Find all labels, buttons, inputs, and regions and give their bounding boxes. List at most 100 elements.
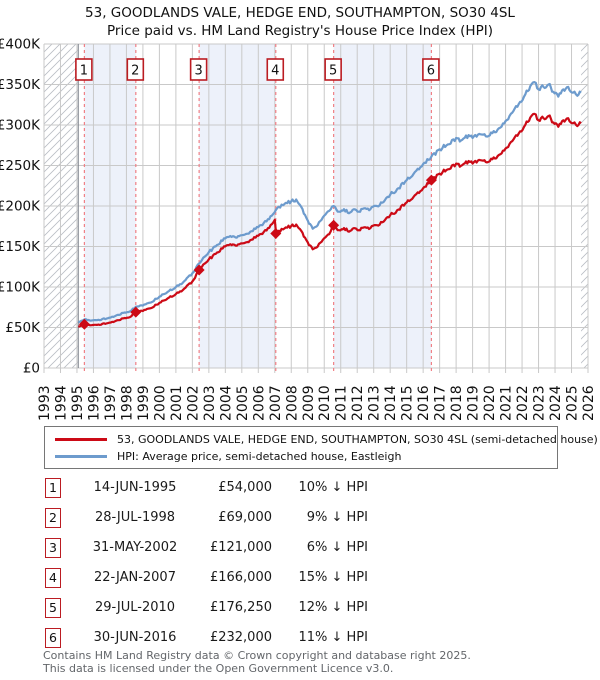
sale-date: 28-JUL-1998 [94, 510, 176, 525]
chart-legend: 53, GOODLANDS VALE, HEDGE END, SOUTHAMPT… [44, 426, 598, 469]
x-tick-label: 1996 [86, 385, 102, 421]
hpi-line [77, 81, 582, 324]
sale-number-badge: 1 [45, 478, 61, 498]
x-tick-label: 2000 [152, 385, 168, 421]
sale-point [78, 318, 90, 330]
sale-date: 30-JUN-2016 [93, 630, 177, 645]
sale-number-box [75, 58, 93, 81]
x-tick-label: 2001 [169, 385, 185, 421]
x-tick-label: 2006 [251, 385, 267, 421]
sale-number-badge: 5 [45, 598, 61, 618]
sale-number-label: 6 [427, 64, 435, 79]
sale-number-badge: 4 [45, 568, 61, 588]
sale-price: £166,000 [209, 570, 272, 585]
x-tick-label: 2026 [581, 385, 597, 421]
y-tick-label: £0 [23, 361, 40, 377]
x-tick-label: 2004 [218, 385, 234, 421]
y-tick-label: £100K [0, 280, 41, 296]
x-tick-label: 2003 [202, 385, 218, 421]
x-tick-label: 2025 [565, 385, 581, 421]
x-tick-label: 2012 [350, 385, 366, 421]
y-tick-label: £200K [0, 199, 41, 215]
x-tick-label: 1995 [70, 385, 86, 421]
x-tick-label: 1998 [119, 385, 135, 421]
x-tick-label: 2014 [383, 385, 399, 421]
legend-row-hpi: HPI: Average price, semi-detached house,… [55, 448, 557, 465]
x-tick-label: 2024 [548, 385, 564, 421]
sale-vs-hpi: 11% ↓ HPI [298, 630, 368, 645]
sale-point [193, 264, 205, 276]
y-tick-label: £50K [5, 320, 41, 336]
sale-number-badge: 2 [45, 508, 61, 528]
sale-number-badge: 6 [45, 628, 61, 648]
x-tick-label: 2002 [185, 385, 201, 421]
sale-vs-hpi: 9% ↓ HPI [306, 510, 368, 525]
x-tick-label: 2019 [466, 385, 482, 421]
sale-number-label: 1 [80, 64, 88, 79]
sale-vs-hpi: 10% ↓ HPI [298, 480, 368, 495]
y-tick-label: £300K [0, 118, 41, 134]
y-tick-label: £350K [0, 77, 41, 93]
sale-number-label: 5 [329, 64, 337, 79]
x-tick-label: 2008 [284, 385, 300, 421]
x-tick-label: 1993 [37, 385, 53, 421]
x-tick-label: 2013 [367, 385, 383, 421]
sale-vs-hpi: 15% ↓ HPI [298, 570, 368, 585]
x-tick-label: 2021 [499, 385, 515, 421]
footer-copyright: Contains HM Land Registry data © Crown c… [43, 649, 471, 662]
x-tick-label: 1999 [136, 385, 152, 421]
sale-number-box [324, 58, 342, 81]
price-line-swatch [55, 438, 107, 441]
sale-point [425, 174, 437, 186]
sale-point [130, 306, 142, 318]
legend-label-price: 53, GOODLANDS VALE, HEDGE END, SOUTHAMPT… [117, 433, 598, 446]
sale-row-1: 1 14-JUN-1995 £54,000 10% ↓ HPI [45, 478, 425, 498]
x-tick-label: 2017 [433, 385, 449, 421]
x-tick-label: 2023 [532, 385, 548, 421]
y-tick-label: £250K [0, 158, 41, 174]
x-tick-label: 2011 [334, 385, 350, 421]
x-tick-label: 1994 [53, 385, 69, 421]
sale-number-badge: 3 [45, 538, 61, 558]
x-tick-label: 2018 [449, 385, 465, 421]
sale-row-4: 4 22-JAN-2007 £166,000 15% ↓ HPI [45, 568, 425, 588]
x-tick-label: 2009 [301, 385, 317, 421]
sale-number-box [422, 58, 440, 81]
sale-point [328, 219, 340, 231]
sale-price: £232,000 [209, 630, 272, 645]
page-subtitle: Price paid vs. HM Land Registry's House … [107, 23, 493, 39]
hpi-line-swatch [55, 455, 107, 458]
sale-number-label: 3 [194, 64, 202, 79]
sale-price: £121,000 [209, 540, 272, 555]
sale-vs-hpi: 12% ↓ HPI [298, 600, 368, 615]
sale-row-3: 3 31-MAY-2002 £121,000 6% ↓ HPI [45, 538, 425, 558]
page-title: 53, GOODLANDS VALE, HEDGE END, SOUTHAMPT… [85, 5, 515, 21]
sale-number-box [126, 58, 145, 81]
sale-vs-hpi: 6% ↓ HPI [306, 540, 368, 555]
footer-licence: This data is licensed under the Open Gov… [43, 662, 394, 675]
x-tick-label: 2015 [400, 385, 416, 421]
legend-label-hpi: HPI: Average price, semi-detached house,… [117, 450, 402, 463]
x-tick-label: 2016 [416, 385, 432, 421]
x-tick-label: 1997 [103, 385, 119, 421]
sale-price: £54,000 [218, 480, 272, 495]
sale-row-5: 5 29-JUL-2010 £176,250 12% ↓ HPI [45, 598, 425, 618]
legend-row-price: 53, GOODLANDS VALE, HEDGE END, SOUTHAMPT… [55, 431, 598, 448]
sale-date: 31-MAY-2002 [92, 540, 178, 555]
x-tick-label: 2005 [235, 385, 251, 421]
y-tick-label: £400K [0, 37, 41, 53]
sale-price: £176,250 [209, 600, 272, 615]
sale-number-box [266, 58, 285, 81]
sale-point [270, 228, 282, 240]
sale-price: £69,000 [218, 510, 272, 525]
x-tick-label: 2020 [482, 385, 498, 421]
y-tick-label: £150K [0, 239, 41, 255]
sale-number-box [189, 58, 208, 81]
x-tick-label: 2007 [268, 385, 284, 421]
sale-number-label: 2 [131, 64, 139, 79]
x-tick-label: 2022 [515, 385, 531, 421]
x-tick-label: 2010 [317, 385, 333, 421]
sale-date: 14-JUN-1995 [93, 480, 177, 495]
sale-date: 22-JAN-2007 [94, 570, 176, 585]
